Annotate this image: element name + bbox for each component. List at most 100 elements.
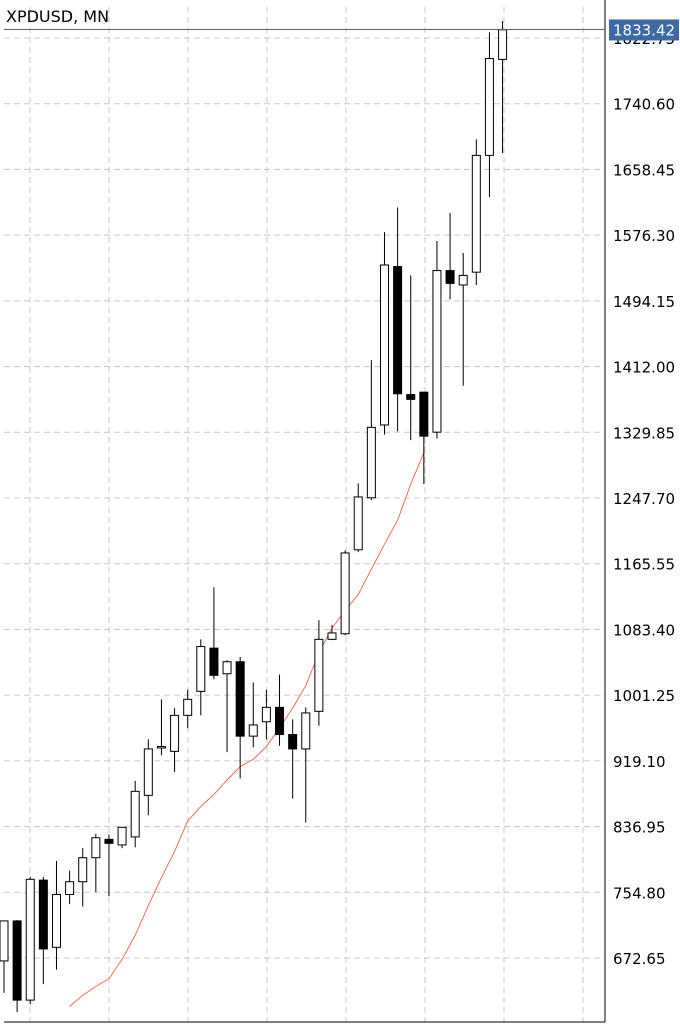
- candle-body-up: [222, 661, 232, 675]
- candle: [130, 780, 140, 848]
- candle: [12, 920, 22, 1013]
- candle: [235, 656, 245, 779]
- candle-body-up: [327, 632, 337, 640]
- candle-body-up: [196, 646, 206, 692]
- candle-body-down: [12, 920, 22, 1001]
- price-tick-label: 1083.40: [613, 621, 675, 639]
- candle-body-down: [393, 266, 403, 395]
- candle-body-up: [366, 426, 376, 499]
- candle: [471, 139, 481, 285]
- candle: [78, 848, 88, 907]
- candle: [38, 876, 48, 985]
- price-tick-label: 1740.60: [613, 96, 675, 114]
- candle-body-up: [91, 837, 101, 859]
- candle-body-down: [209, 647, 219, 676]
- last-price-tag: 1833.42: [609, 19, 679, 41]
- candle-body-up: [156, 746, 166, 749]
- candle: [484, 32, 494, 197]
- last-price-tag-bg: [609, 19, 679, 41]
- candle: [288, 719, 298, 799]
- grid-layer: [4, 7, 605, 1022]
- candle: [261, 689, 271, 740]
- candle-body-down: [406, 394, 416, 400]
- candle: [301, 707, 311, 823]
- candle-body-up: [25, 878, 35, 1001]
- candle: [498, 21, 508, 153]
- price-tick-label: 836.95: [613, 819, 666, 837]
- candle: [445, 212, 455, 300]
- candle-body-up: [248, 724, 258, 737]
- candle: [143, 739, 153, 816]
- candle: [275, 674, 285, 746]
- candle: [366, 360, 376, 501]
- price-tick-label: 1247.70: [613, 490, 675, 508]
- candle-body-up: [143, 748, 153, 796]
- candle-body-up: [301, 712, 311, 750]
- candle-body-up: [130, 790, 140, 838]
- price-tick-label: 1329.85: [613, 424, 675, 442]
- candle: [458, 252, 468, 386]
- last-price-label: 1833.42: [613, 21, 675, 39]
- candle: [25, 876, 35, 1005]
- price-tick-label: 672.65: [613, 950, 666, 968]
- candle-body-up: [261, 706, 271, 723]
- candle-body-up: [484, 58, 494, 156]
- candle-body-up: [314, 638, 324, 712]
- candle: [183, 689, 193, 729]
- candle: [327, 624, 337, 641]
- price-tick-label: 1001.25: [613, 687, 675, 705]
- price-tick-label: 1165.55: [613, 556, 675, 574]
- candle: [0, 920, 9, 993]
- candle: [248, 682, 258, 748]
- candle: [222, 660, 232, 753]
- price-tick-label: 919.10: [613, 753, 666, 771]
- candle-body-down: [445, 270, 455, 284]
- candle: [340, 550, 350, 636]
- price-tick-label: 1658.45: [613, 161, 675, 179]
- candle: [314, 620, 324, 726]
- price-tick-label: 1412.00: [613, 359, 675, 377]
- candle-body-up: [117, 826, 127, 846]
- candle-body-up: [340, 552, 350, 635]
- candle-body-up: [51, 894, 61, 948]
- candle: [91, 833, 101, 893]
- frame-layer: [4, 0, 606, 1023]
- candle-body-up: [498, 29, 508, 60]
- candle-body-down: [38, 879, 48, 950]
- candle-body-down: [275, 706, 285, 736]
- candle-body-up: [183, 698, 193, 716]
- candle-body-up: [78, 857, 88, 883]
- moving-average-layer: [69, 452, 425, 1007]
- candle: [117, 826, 127, 849]
- candle: [419, 391, 429, 485]
- candle: [156, 699, 166, 756]
- candle-body-down: [419, 391, 429, 437]
- candle-body-up: [458, 274, 468, 286]
- candle-body-up: [170, 714, 180, 752]
- candle: [379, 232, 389, 435]
- price-tick-label: 1494.15: [613, 293, 675, 311]
- candle-body-up: [432, 270, 442, 433]
- candle: [432, 240, 442, 439]
- candle: [170, 708, 180, 773]
- candle-body-up: [353, 496, 363, 551]
- price-tick-label: 1576.30: [613, 227, 675, 245]
- candle-body-up: [471, 154, 481, 273]
- candle-body-down: [104, 838, 114, 844]
- candle: [65, 870, 75, 905]
- price-tick-label: 754.80: [613, 884, 666, 902]
- candle-body-up: [379, 264, 389, 426]
- candle: [393, 207, 403, 432]
- candle: [353, 483, 363, 553]
- price-axis[interactable]: 1822.751740.601658.451576.301494.151412.…: [613, 30, 675, 968]
- candle: [104, 834, 114, 897]
- candle: [196, 639, 206, 716]
- candles-layer: [0, 21, 508, 1013]
- candle-body-down: [288, 734, 298, 750]
- candle: [406, 275, 416, 441]
- candle-body-down: [235, 661, 245, 737]
- candle: [209, 587, 219, 680]
- candle-body-up: [65, 881, 75, 896]
